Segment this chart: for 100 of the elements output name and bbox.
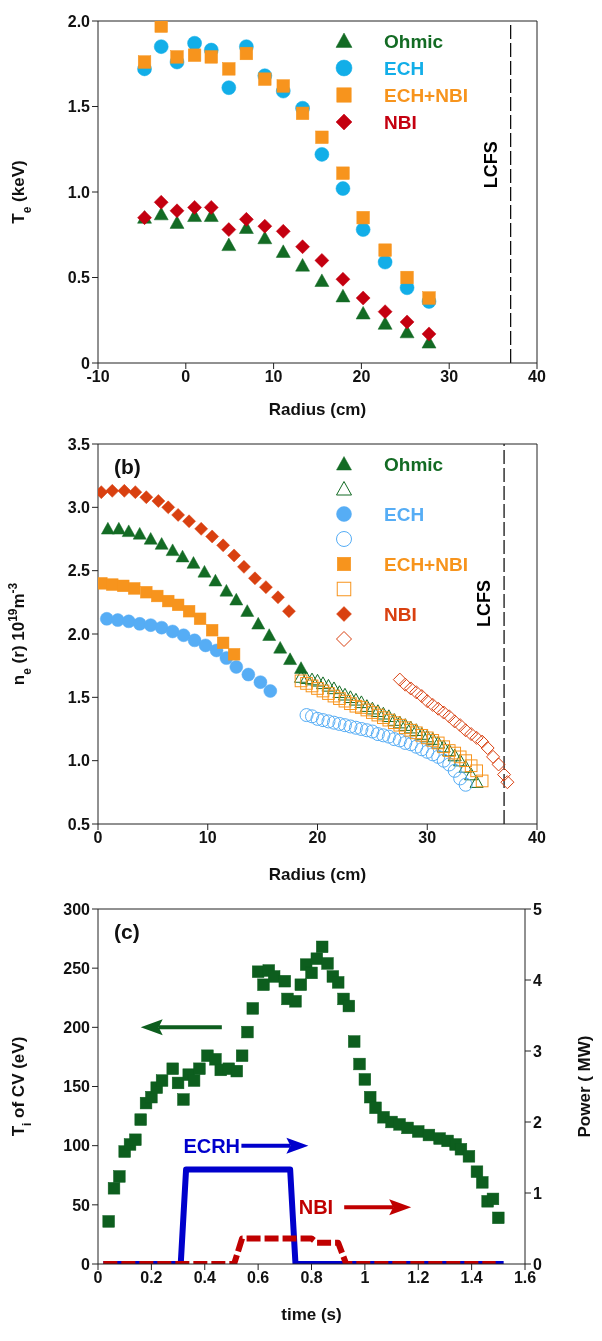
- point: [205, 529, 219, 544]
- point: [311, 682, 324, 695]
- point: [170, 50, 184, 64]
- point: [154, 21, 168, 33]
- point: [187, 633, 202, 648]
- y-tick-label: 0.5: [67, 269, 91, 287]
- point: [262, 628, 276, 641]
- point: [295, 258, 310, 272]
- point: [310, 711, 325, 726]
- x-tick-label: 1.4: [460, 1269, 483, 1287]
- point: [431, 701, 446, 716]
- point: [221, 222, 237, 237]
- point: [276, 224, 291, 239]
- point: [165, 543, 180, 556]
- point: [356, 211, 370, 225]
- point: [377, 304, 393, 319]
- legend-label: NBI: [384, 112, 417, 133]
- legend-label: NBI: [384, 604, 417, 625]
- point: [377, 254, 393, 270]
- point: [204, 50, 218, 64]
- point: [354, 695, 369, 709]
- point: [355, 290, 371, 306]
- y-tick-label: 1.0: [67, 183, 91, 201]
- point: [360, 703, 374, 717]
- point: [305, 709, 320, 724]
- point: [151, 494, 166, 508]
- point: [276, 79, 290, 93]
- point: [371, 708, 385, 722]
- legend-label: Ohmic: [384, 31, 444, 52]
- point: [403, 737, 418, 752]
- y2-tick-label: 4: [533, 971, 542, 989]
- point: [227, 548, 241, 563]
- point: [253, 675, 268, 689]
- x-tick-label: 0.2: [140, 1269, 163, 1287]
- y2-tick-label: 1: [533, 1184, 542, 1202]
- y-tick-label: 1.0: [67, 752, 91, 770]
- point: [469, 775, 484, 788]
- point: [154, 620, 169, 635]
- x-tick-label: 0.6: [247, 1269, 270, 1287]
- point: [239, 46, 253, 61]
- point: [344, 697, 357, 711]
- point: [464, 727, 479, 742]
- point: [314, 147, 330, 162]
- x-axis-title: Radius (cm): [268, 400, 367, 419]
- point: [335, 181, 351, 196]
- point: [336, 166, 350, 180]
- ref-line-label: LCFS: [474, 580, 495, 628]
- point: [151, 589, 164, 603]
- point: [175, 549, 190, 563]
- point: [153, 195, 169, 210]
- point: [497, 767, 512, 782]
- point: [132, 527, 147, 540]
- point: [154, 537, 169, 550]
- legend-label: ECH+NBI: [384, 85, 468, 106]
- point: [447, 763, 462, 778]
- point: [403, 681, 418, 696]
- point: [480, 741, 495, 755]
- point: [333, 692, 346, 705]
- point: [436, 753, 451, 768]
- x-tick-label: 30: [440, 368, 459, 386]
- point: [349, 699, 363, 713]
- point: [315, 713, 330, 728]
- point: [377, 711, 390, 724]
- ref-line-label: LCFS: [480, 141, 501, 189]
- point: [263, 684, 278, 698]
- point: [143, 532, 158, 545]
- point: [321, 678, 336, 692]
- point: [257, 218, 273, 234]
- legend-label: ECH+NBI: [384, 554, 468, 575]
- point: [137, 55, 152, 69]
- x-tick-label: 10: [264, 368, 283, 386]
- x-tick-label: 20: [308, 829, 327, 847]
- point: [295, 239, 310, 254]
- point: [458, 777, 473, 792]
- point: [409, 685, 424, 700]
- point: [370, 704, 385, 717]
- point: [132, 617, 147, 631]
- legend-label: Ohmic: [384, 454, 444, 475]
- point: [121, 524, 136, 537]
- point: [422, 291, 436, 305]
- x-tick-label: 20: [352, 368, 371, 386]
- point: [335, 289, 351, 303]
- point: [425, 697, 440, 712]
- point: [398, 677, 413, 692]
- point: [453, 718, 468, 733]
- point: [112, 522, 126, 535]
- y-tick-label: 250: [63, 959, 91, 977]
- x-tick-label: 1: [360, 1269, 370, 1287]
- point: [299, 708, 314, 723]
- point: [387, 716, 401, 730]
- point: [227, 648, 241, 661]
- point: [326, 681, 341, 695]
- point: [387, 732, 402, 747]
- point: [409, 739, 424, 754]
- point: [300, 677, 313, 690]
- point: [332, 716, 347, 731]
- point: [316, 684, 330, 698]
- point: [176, 628, 191, 643]
- point: [421, 326, 437, 342]
- annotation: (c): [114, 920, 140, 943]
